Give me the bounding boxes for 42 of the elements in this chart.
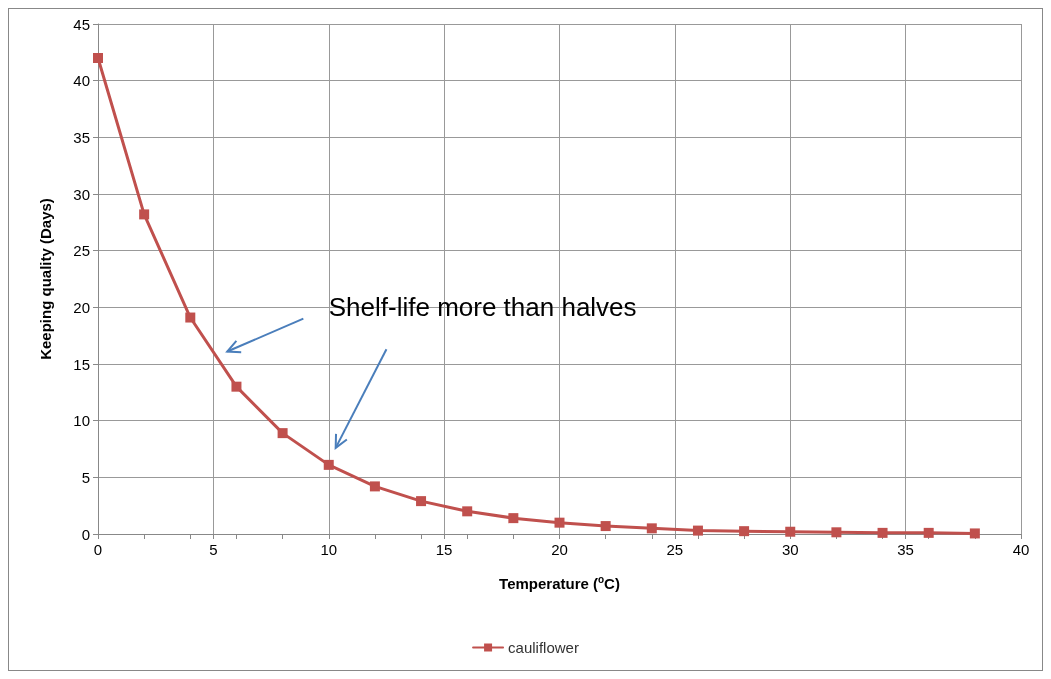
annotation: Shelf-life more than halves bbox=[328, 292, 637, 323]
point bbox=[739, 526, 750, 537]
point bbox=[277, 428, 288, 439]
x-tick-label: 35 bbox=[897, 541, 914, 558]
point bbox=[969, 528, 980, 539]
point bbox=[508, 513, 519, 524]
y-tick-label: 30 bbox=[73, 185, 90, 203]
y-tick-label: 40 bbox=[73, 72, 90, 90]
y-tick-label: 15 bbox=[73, 355, 90, 373]
y-tick-label: 20 bbox=[73, 298, 90, 316]
legend-label: cauliflower bbox=[508, 639, 579, 656]
point bbox=[646, 523, 657, 534]
point bbox=[831, 527, 842, 538]
point bbox=[416, 496, 427, 507]
y-axis-title: Keeping quality (Days) bbox=[37, 198, 54, 360]
x-tick-label: 10 bbox=[320, 541, 338, 558]
y-tick-label: 25 bbox=[73, 242, 90, 260]
point bbox=[877, 527, 888, 538]
x-tick-label: 40 bbox=[1012, 541, 1030, 558]
point bbox=[692, 525, 703, 536]
point bbox=[600, 521, 611, 532]
y-tick-label: 0 bbox=[81, 525, 90, 543]
x-tick-label: 20 bbox=[551, 541, 568, 558]
point bbox=[323, 459, 334, 470]
x-tick-label: 15 bbox=[435, 541, 453, 558]
point bbox=[231, 381, 242, 392]
point bbox=[462, 506, 473, 517]
x-tick-label: 0 bbox=[93, 541, 103, 558]
point bbox=[785, 526, 796, 537]
y-tick-label: 45 bbox=[73, 15, 90, 33]
point bbox=[139, 209, 150, 220]
point bbox=[93, 53, 103, 63]
x-tick-label: 25 bbox=[666, 541, 684, 558]
y-tick-label: 5 bbox=[81, 468, 90, 486]
x-tick-label: 30 bbox=[781, 541, 799, 558]
point bbox=[554, 517, 565, 528]
x-tick-label: 5 bbox=[209, 541, 218, 558]
point bbox=[185, 312, 196, 323]
y-tick-label: 10 bbox=[73, 412, 90, 430]
point bbox=[923, 527, 934, 538]
point bbox=[369, 481, 380, 492]
y-tick-label: 35 bbox=[73, 128, 90, 146]
